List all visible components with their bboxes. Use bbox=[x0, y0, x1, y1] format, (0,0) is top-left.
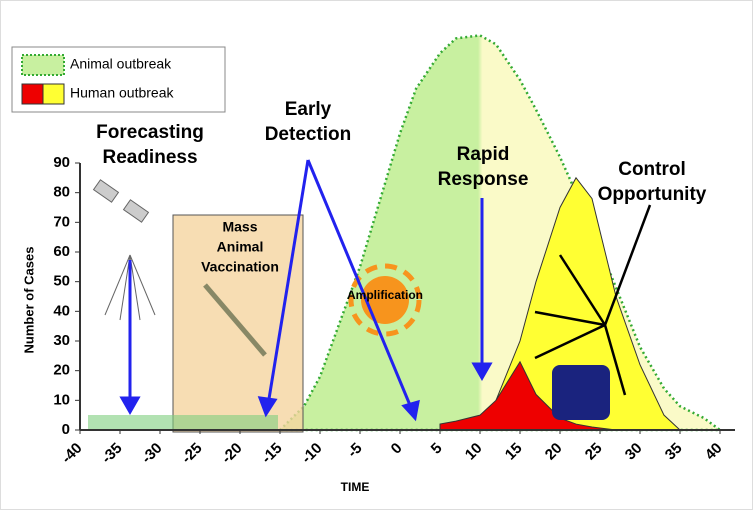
grass bbox=[88, 415, 278, 429]
legend-swatch bbox=[43, 84, 64, 104]
x-tick-label: -30 bbox=[138, 440, 165, 467]
x-tick-label: 35 bbox=[662, 440, 686, 464]
annotation: Early bbox=[285, 99, 332, 120]
y-tick-label: 40 bbox=[53, 302, 70, 319]
x-tick-label: 10 bbox=[462, 440, 486, 464]
x-tick-label: -5 bbox=[344, 440, 365, 461]
x-tick-label: 20 bbox=[542, 440, 566, 464]
legend-label: Animal outbreak bbox=[70, 56, 172, 72]
x-tick-label: 5 bbox=[428, 440, 446, 458]
area bbox=[280, 35, 720, 430]
annotation: Forecasting bbox=[96, 122, 204, 143]
x-tick-label: -40 bbox=[58, 440, 85, 467]
annotation: Vaccination bbox=[201, 259, 279, 275]
y-tick-label: 60 bbox=[53, 243, 70, 260]
people-icon bbox=[552, 365, 610, 420]
areas bbox=[280, 35, 720, 430]
y-tick-label: 90 bbox=[53, 154, 70, 171]
chart: Animal outbreak Human outbreak 0 10 20 30 40 5… bbox=[0, 0, 753, 510]
y-tick-label: 80 bbox=[53, 184, 70, 201]
x-tick-label: 0 bbox=[388, 440, 406, 458]
x-axis-label: TIME bbox=[341, 480, 370, 494]
y-tick-label: 70 bbox=[53, 213, 70, 230]
legend-swatch bbox=[22, 55, 64, 75]
y-tick-label: 30 bbox=[53, 332, 70, 349]
x-tick-label: 40 bbox=[702, 440, 726, 464]
annotation: Mass bbox=[222, 219, 257, 235]
x-tick-label: 30 bbox=[622, 440, 646, 464]
annotation: Animal bbox=[217, 239, 264, 255]
y-tick-label: 20 bbox=[53, 362, 70, 379]
y-tick-label: 50 bbox=[53, 273, 70, 290]
x-tick-label: -25 bbox=[178, 440, 205, 467]
annotation: Control bbox=[618, 159, 686, 180]
x-tick-label: -10 bbox=[298, 440, 325, 467]
satellite-icon bbox=[94, 180, 155, 320]
annotation: Detection bbox=[265, 124, 352, 145]
annotation: Response bbox=[438, 169, 529, 190]
annotation: Amplification bbox=[347, 288, 423, 302]
x-tick-label: -20 bbox=[218, 440, 245, 467]
y-axis-label: Number of Cases bbox=[21, 247, 36, 354]
annotation: Opportunity bbox=[598, 184, 707, 205]
legend-label: Human outbreak bbox=[70, 85, 175, 101]
y-tick-label: 0 bbox=[62, 421, 70, 438]
x-tick-label: -35 bbox=[98, 440, 125, 467]
y-tick-label: 10 bbox=[53, 391, 70, 408]
annotation: Rapid bbox=[457, 144, 510, 165]
annotation: Readiness bbox=[102, 147, 197, 168]
x-tick-label: -15 bbox=[258, 440, 285, 467]
x-tick-label: 15 bbox=[502, 440, 526, 464]
x-tick-label: 25 bbox=[582, 440, 606, 464]
legend: Animal outbreak Human outbreak bbox=[12, 47, 225, 112]
